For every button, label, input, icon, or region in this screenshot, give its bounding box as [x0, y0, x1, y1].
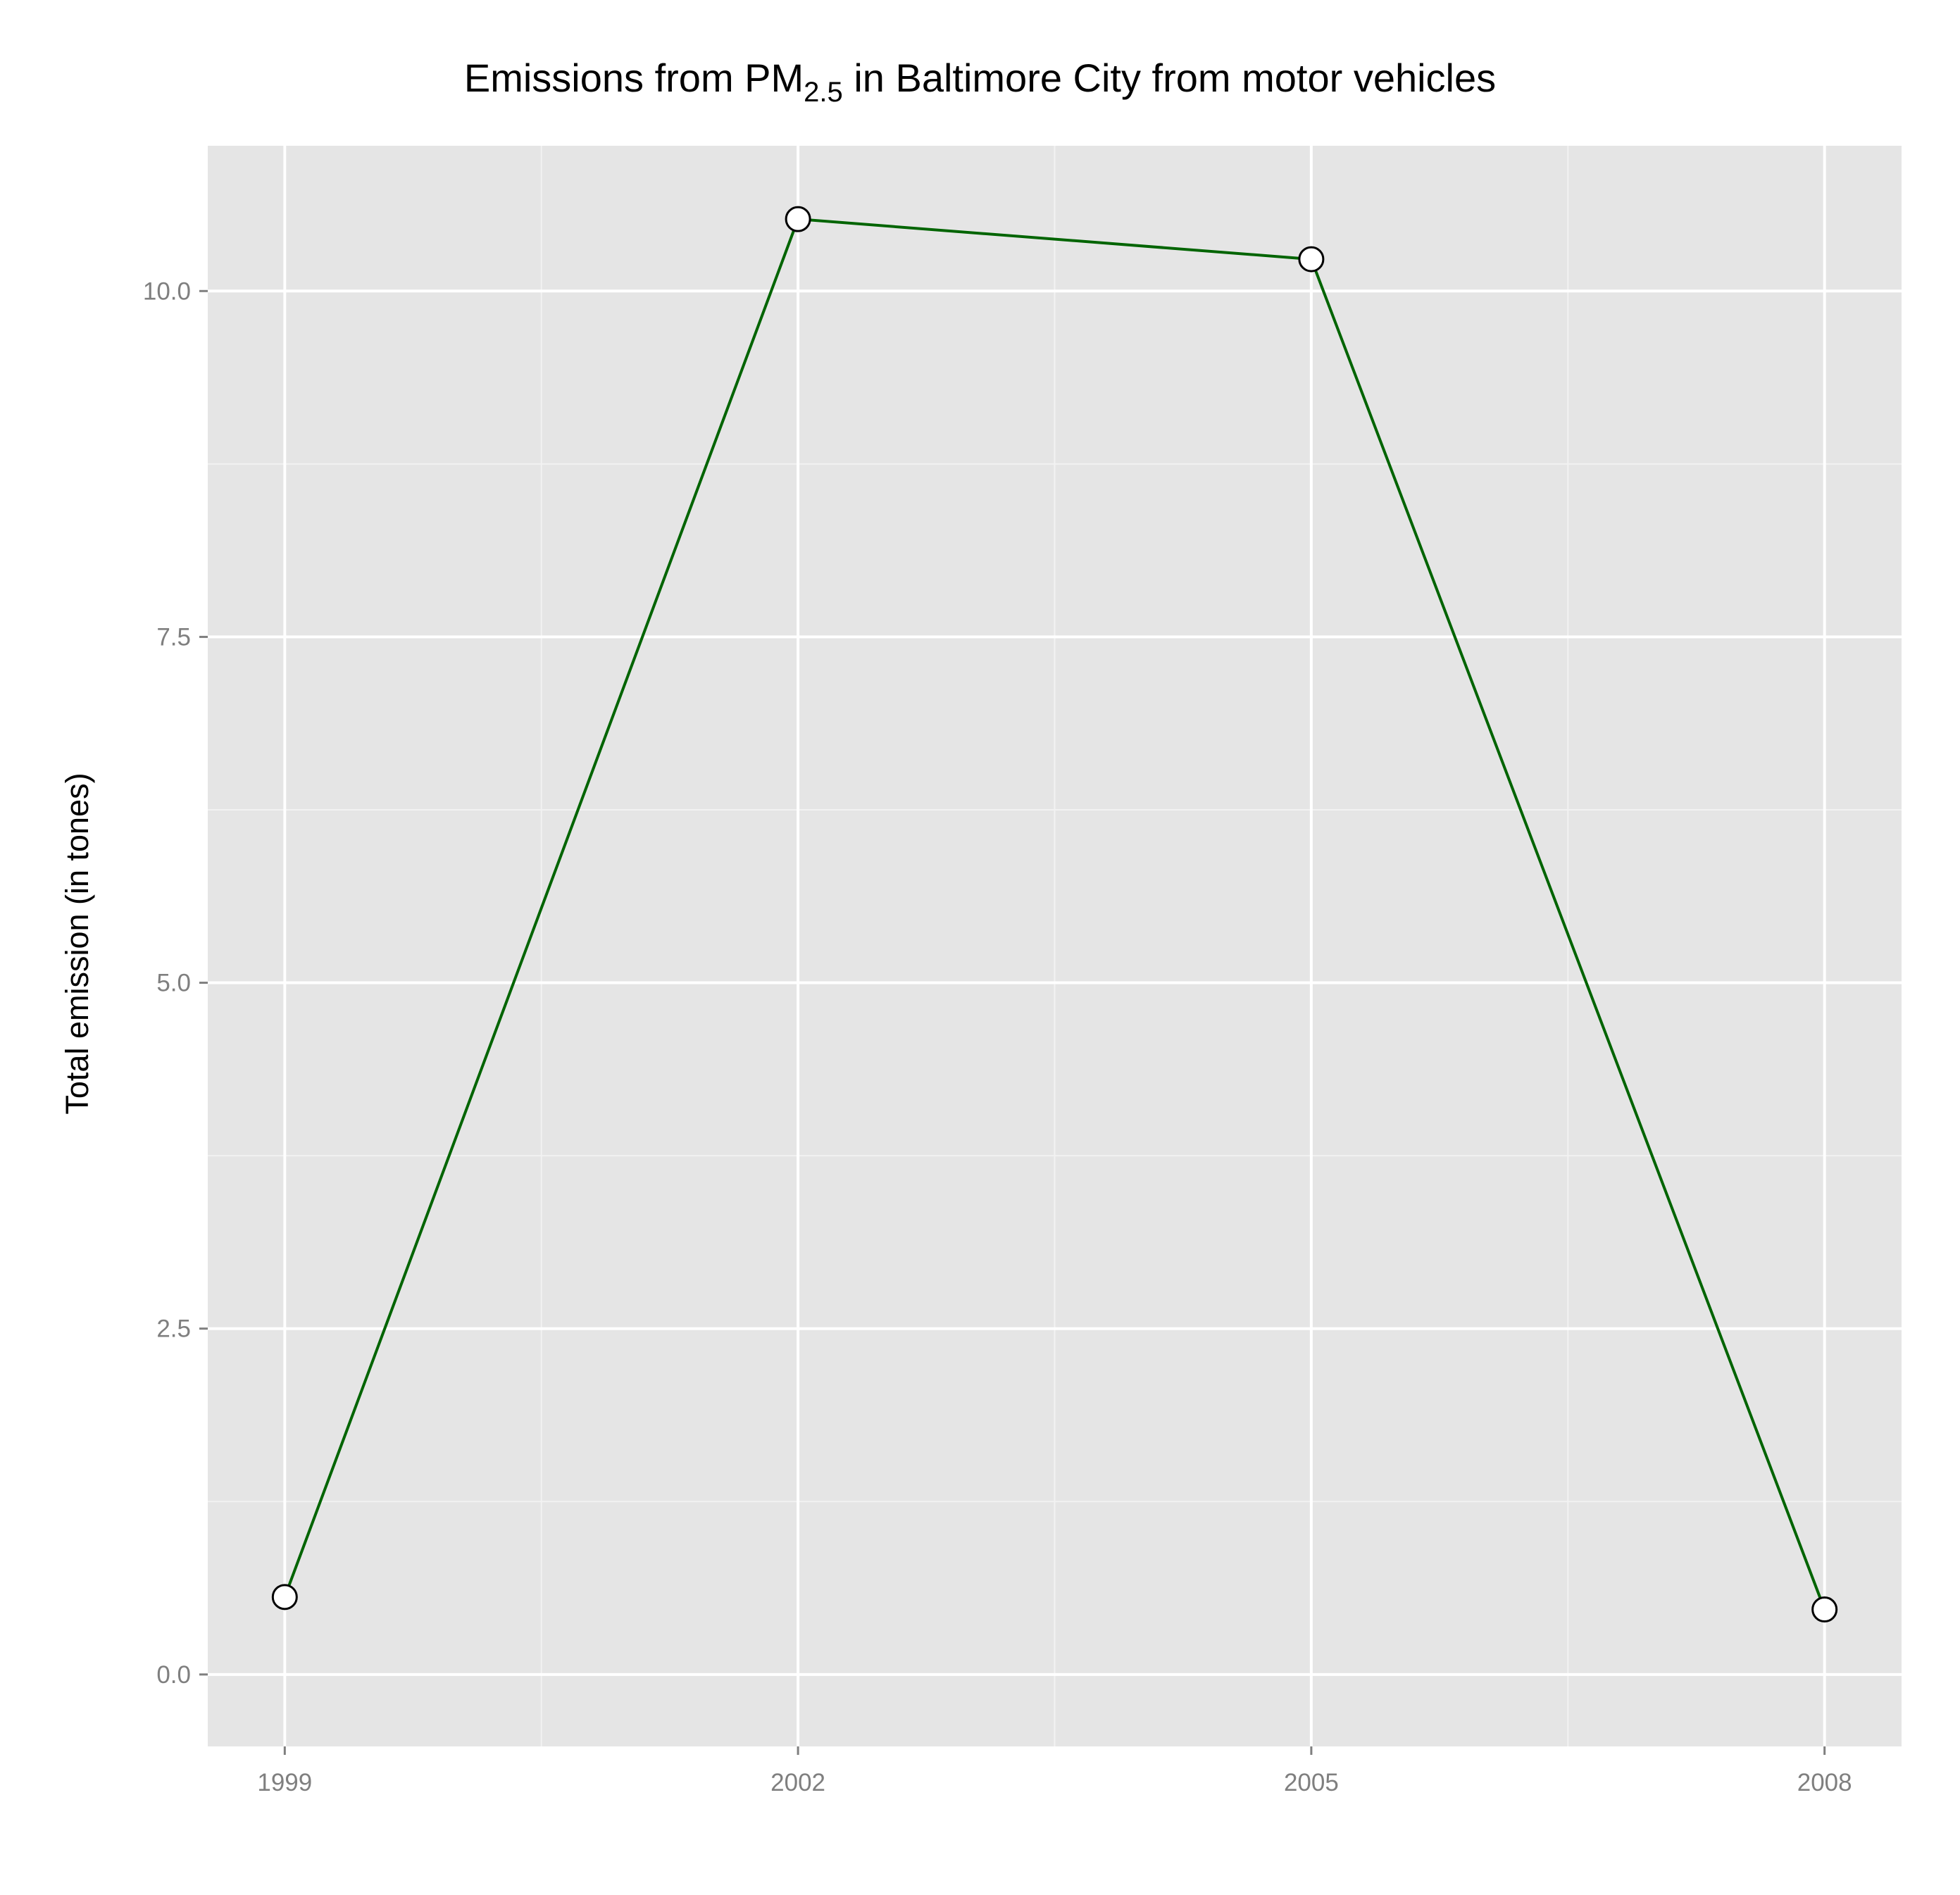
x-tick-labels: 1999 2002 2005 2008 [257, 1769, 1852, 1796]
x-tick-label: 1999 [257, 1769, 312, 1796]
chart-title: Emissions from PM2.5 in Baltimore City f… [0, 55, 1960, 108]
major-gridlines [208, 146, 1902, 1746]
chart-title-main: Emissions from PM [463, 56, 804, 100]
y-tick-label: 5.0 [156, 970, 191, 997]
y-tick-labels: 0.0 2.5 5.0 7.5 10.0 [143, 277, 191, 1689]
data-point [1811, 1596, 1838, 1623]
points-layer [271, 206, 1838, 1623]
x-tick-label: 2008 [1797, 1769, 1852, 1796]
data-point [1298, 246, 1325, 273]
y-tick-label: 7.5 [156, 623, 191, 651]
series-line [283, 218, 1826, 1611]
axis-ticks [199, 289, 1826, 1755]
data-point [785, 206, 811, 232]
y-tick-label: 0.0 [156, 1661, 191, 1689]
y-tick-label: 2.5 [156, 1315, 191, 1343]
minor-gridlines [208, 146, 1902, 1746]
series-layer [283, 218, 1826, 1611]
x-tick-label: 2002 [770, 1769, 825, 1796]
y-tick-label: 10.0 [143, 277, 191, 305]
x-tick-label: 2005 [1284, 1769, 1339, 1796]
data-point [271, 1584, 298, 1611]
chart-title-rest: in Baltimore City from motor vehicles [842, 56, 1497, 100]
chart-title-subscript: 2.5 [804, 77, 843, 108]
